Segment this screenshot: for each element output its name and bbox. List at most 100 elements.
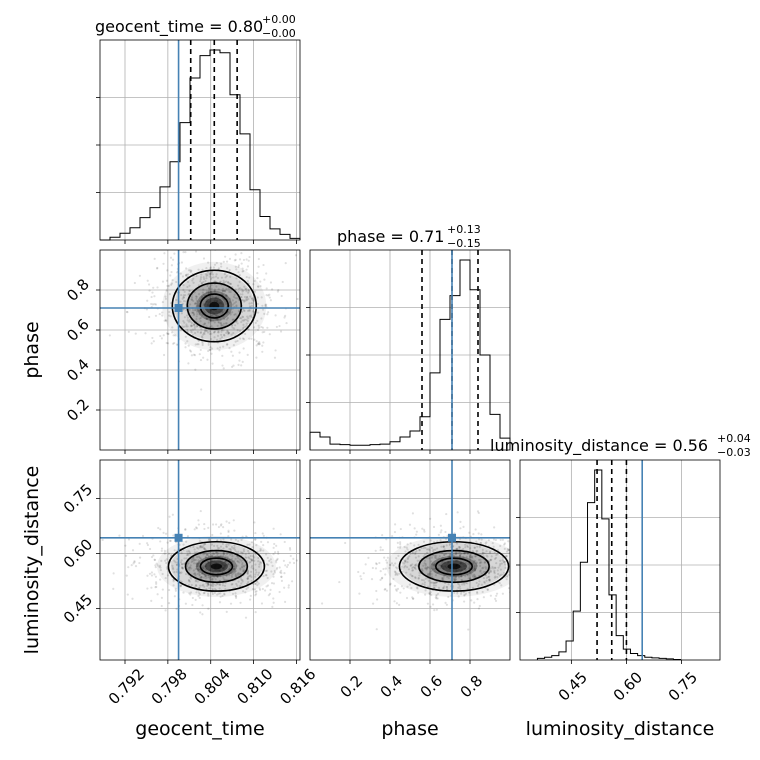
sample-point: [435, 554, 438, 557]
sample-point: [411, 563, 414, 566]
sample-point: [240, 252, 243, 255]
sample-point: [206, 303, 209, 306]
sample-point: [207, 291, 210, 294]
sample-point: [188, 308, 191, 311]
sample-point: [474, 567, 477, 570]
sample-point: [190, 560, 193, 564]
sample-point: [213, 588, 217, 591]
sample-point: [447, 561, 450, 564]
sample-point: [483, 581, 486, 584]
sample-point: [270, 570, 273, 573]
sample-point: [470, 555, 473, 559]
sample-point: [223, 289, 226, 292]
sample-point: [198, 317, 201, 320]
sample-point: [219, 583, 222, 586]
sample-point: [456, 582, 460, 585]
sample-point: [458, 583, 461, 586]
sample-point: [430, 556, 433, 559]
sample-point: [423, 581, 426, 584]
sample-point: [209, 584, 213, 587]
sample-point: [426, 602, 429, 605]
sample-point: [481, 553, 484, 556]
sample-point: [216, 593, 219, 596]
sample-point: [278, 566, 281, 569]
sample-point: [194, 567, 197, 571]
sample-point: [204, 562, 208, 566]
sample-point: [164, 297, 167, 300]
density-fill: [210, 563, 223, 570]
sample-point: [257, 573, 260, 576]
sample-point: [218, 583, 221, 587]
sample-point: [209, 319, 212, 322]
sample-point: [194, 598, 197, 601]
sample-point: [179, 572, 182, 575]
sample-point: [454, 560, 458, 563]
sample-point: [206, 273, 209, 276]
sample-point: [199, 320, 202, 323]
sample-point: [205, 317, 209, 320]
sample-point: [476, 510, 480, 513]
sample-point: [422, 564, 425, 567]
sample-point: [188, 566, 192, 569]
sample-point: [197, 568, 200, 572]
sample-point: [430, 581, 434, 584]
sample-point: [240, 262, 243, 265]
sample-point: [220, 333, 223, 336]
sample-point: [165, 319, 168, 323]
sample-point: [209, 561, 213, 564]
sample-point: [459, 520, 462, 524]
sample-point: [498, 581, 501, 585]
sample-point: [185, 273, 188, 276]
sample-point: [189, 270, 192, 274]
sample-point: [223, 584, 227, 587]
sample-point: [210, 325, 213, 328]
panel-background: [520, 460, 720, 660]
y-tick-label: 0.75: [60, 480, 96, 516]
sample-point: [250, 314, 253, 317]
sample-point: [432, 564, 435, 567]
sample-point: [280, 575, 283, 578]
sample-point: [275, 325, 278, 329]
sample-point: [229, 548, 232, 551]
sample-point: [489, 567, 492, 570]
sample-point: [231, 311, 234, 314]
sample-point: [166, 541, 169, 544]
sample-point: [171, 326, 174, 329]
sample-point: [416, 559, 419, 562]
sample-point: [280, 569, 283, 572]
sample-point: [165, 279, 169, 282]
sample-point: [182, 543, 185, 546]
sample-point: [181, 567, 185, 570]
sample-point: [167, 552, 171, 555]
sample-point: [219, 555, 222, 558]
sample-point: [513, 553, 515, 555]
sample-point: [396, 546, 400, 549]
sample-point: [232, 327, 236, 330]
sample-point: [249, 557, 252, 560]
sample-point: [284, 262, 287, 265]
sample-point: [188, 568, 191, 571]
sample-point: [455, 569, 458, 572]
sample-point: [448, 555, 451, 558]
sample-point: [204, 555, 207, 559]
sample-point: [247, 552, 251, 555]
sample-point: [200, 282, 204, 285]
sample-point: [447, 595, 450, 599]
sample-point: [243, 300, 246, 303]
sample-point: [491, 567, 495, 570]
sample-point: [225, 280, 228, 283]
sample-point: [194, 583, 198, 587]
sample-point: [240, 288, 243, 291]
sample-point: [234, 288, 237, 291]
sample-point: [202, 583, 205, 586]
sample-point: [232, 303, 235, 306]
sample-point: [258, 326, 261, 329]
sample-point: [435, 595, 438, 598]
sample-point: [503, 561, 506, 564]
sample-point: [187, 561, 190, 565]
sample-point: [222, 260, 225, 263]
sample-point: [261, 587, 264, 591]
sample-point: [244, 325, 247, 329]
sample-point: [222, 553, 225, 556]
sample-point: [406, 558, 409, 561]
